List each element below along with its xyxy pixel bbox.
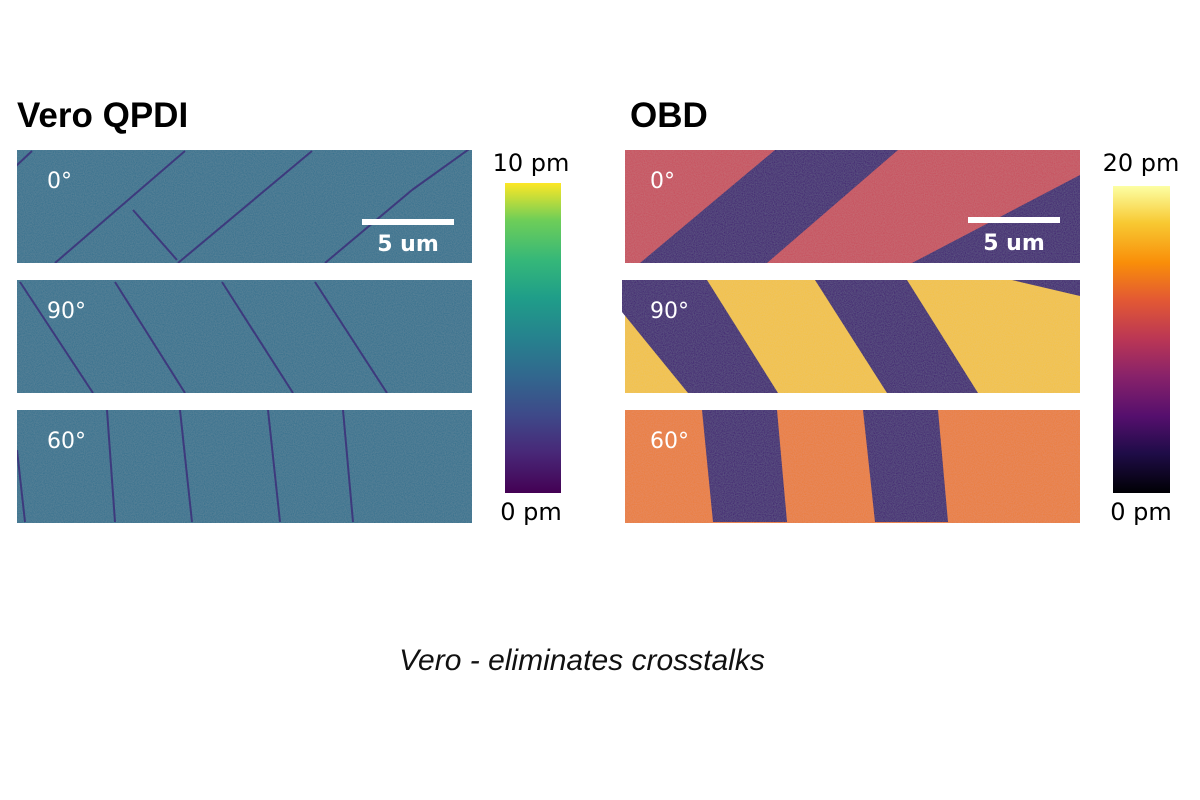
domain-wall-line bbox=[177, 150, 313, 263]
dark-domain-band bbox=[1012, 280, 1080, 296]
panel-angle-label: 60° bbox=[650, 429, 689, 454]
qpdi-panel-0deg: 0° bbox=[17, 150, 472, 263]
obd-panel-90deg: 90° bbox=[622, 280, 1080, 393]
dark-domain-band bbox=[622, 280, 778, 393]
obd-panel-60deg: 60° bbox=[625, 410, 1080, 523]
domain-wall-line bbox=[54, 150, 186, 263]
obd-images: 0° 90° 60° 5 um bbox=[622, 150, 1080, 523]
obd-panel-0deg: 0° bbox=[625, 150, 1080, 263]
panel-angle-label: 0° bbox=[650, 169, 675, 194]
domain-wall-line bbox=[17, 449, 26, 523]
domain-wall-line bbox=[106, 410, 116, 523]
obd-colorbar-max: 20 pm bbox=[1103, 149, 1180, 177]
qpdi-colorbar-min: 0 pm bbox=[500, 498, 562, 526]
left-title: Vero QPDI bbox=[17, 96, 189, 135]
domain-wall-line bbox=[324, 189, 413, 263]
domain-wall-line bbox=[132, 209, 178, 261]
scale-bar bbox=[968, 217, 1060, 223]
dark-domain-band bbox=[640, 150, 898, 263]
domain-wall-line bbox=[342, 410, 354, 523]
scale-bar bbox=[362, 219, 454, 225]
domain-wall-line bbox=[114, 281, 186, 393]
dark-domain-band bbox=[815, 280, 978, 393]
right-title: OBD bbox=[630, 96, 708, 135]
domain-wall-line bbox=[179, 410, 193, 523]
qpdi-panel-60deg: 60° bbox=[17, 410, 472, 523]
obd-colorbar-min: 0 pm bbox=[1110, 498, 1172, 526]
domain-wall-line bbox=[267, 410, 281, 523]
panel-angle-label: 90° bbox=[47, 299, 86, 324]
panel-angle-label: 90° bbox=[650, 299, 689, 324]
scale-bar-label: 5 um bbox=[377, 232, 439, 257]
domain-wall-line bbox=[314, 281, 388, 393]
qpdi-panel-90deg: 90° bbox=[17, 280, 472, 393]
obd-colorbar bbox=[1113, 186, 1170, 493]
panel-angle-label: 60° bbox=[47, 429, 86, 454]
domain-wall-line bbox=[411, 150, 470, 191]
domain-wall-line bbox=[221, 281, 294, 393]
domain-wall-line bbox=[17, 150, 33, 167]
caption: Vero - eliminates crosstalks bbox=[399, 644, 765, 677]
dark-domain-band bbox=[702, 410, 787, 522]
qpdi-colorbar-max: 10 pm bbox=[493, 149, 570, 177]
domain-wall-line bbox=[19, 281, 94, 393]
qpdi-images: 0° 90° 60° 5 um bbox=[17, 150, 472, 523]
scale-bar-label: 5 um bbox=[983, 231, 1045, 256]
dark-domain-band bbox=[863, 410, 948, 522]
panel-angle-label: 0° bbox=[47, 169, 72, 194]
qpdi-colorbar bbox=[505, 183, 561, 493]
